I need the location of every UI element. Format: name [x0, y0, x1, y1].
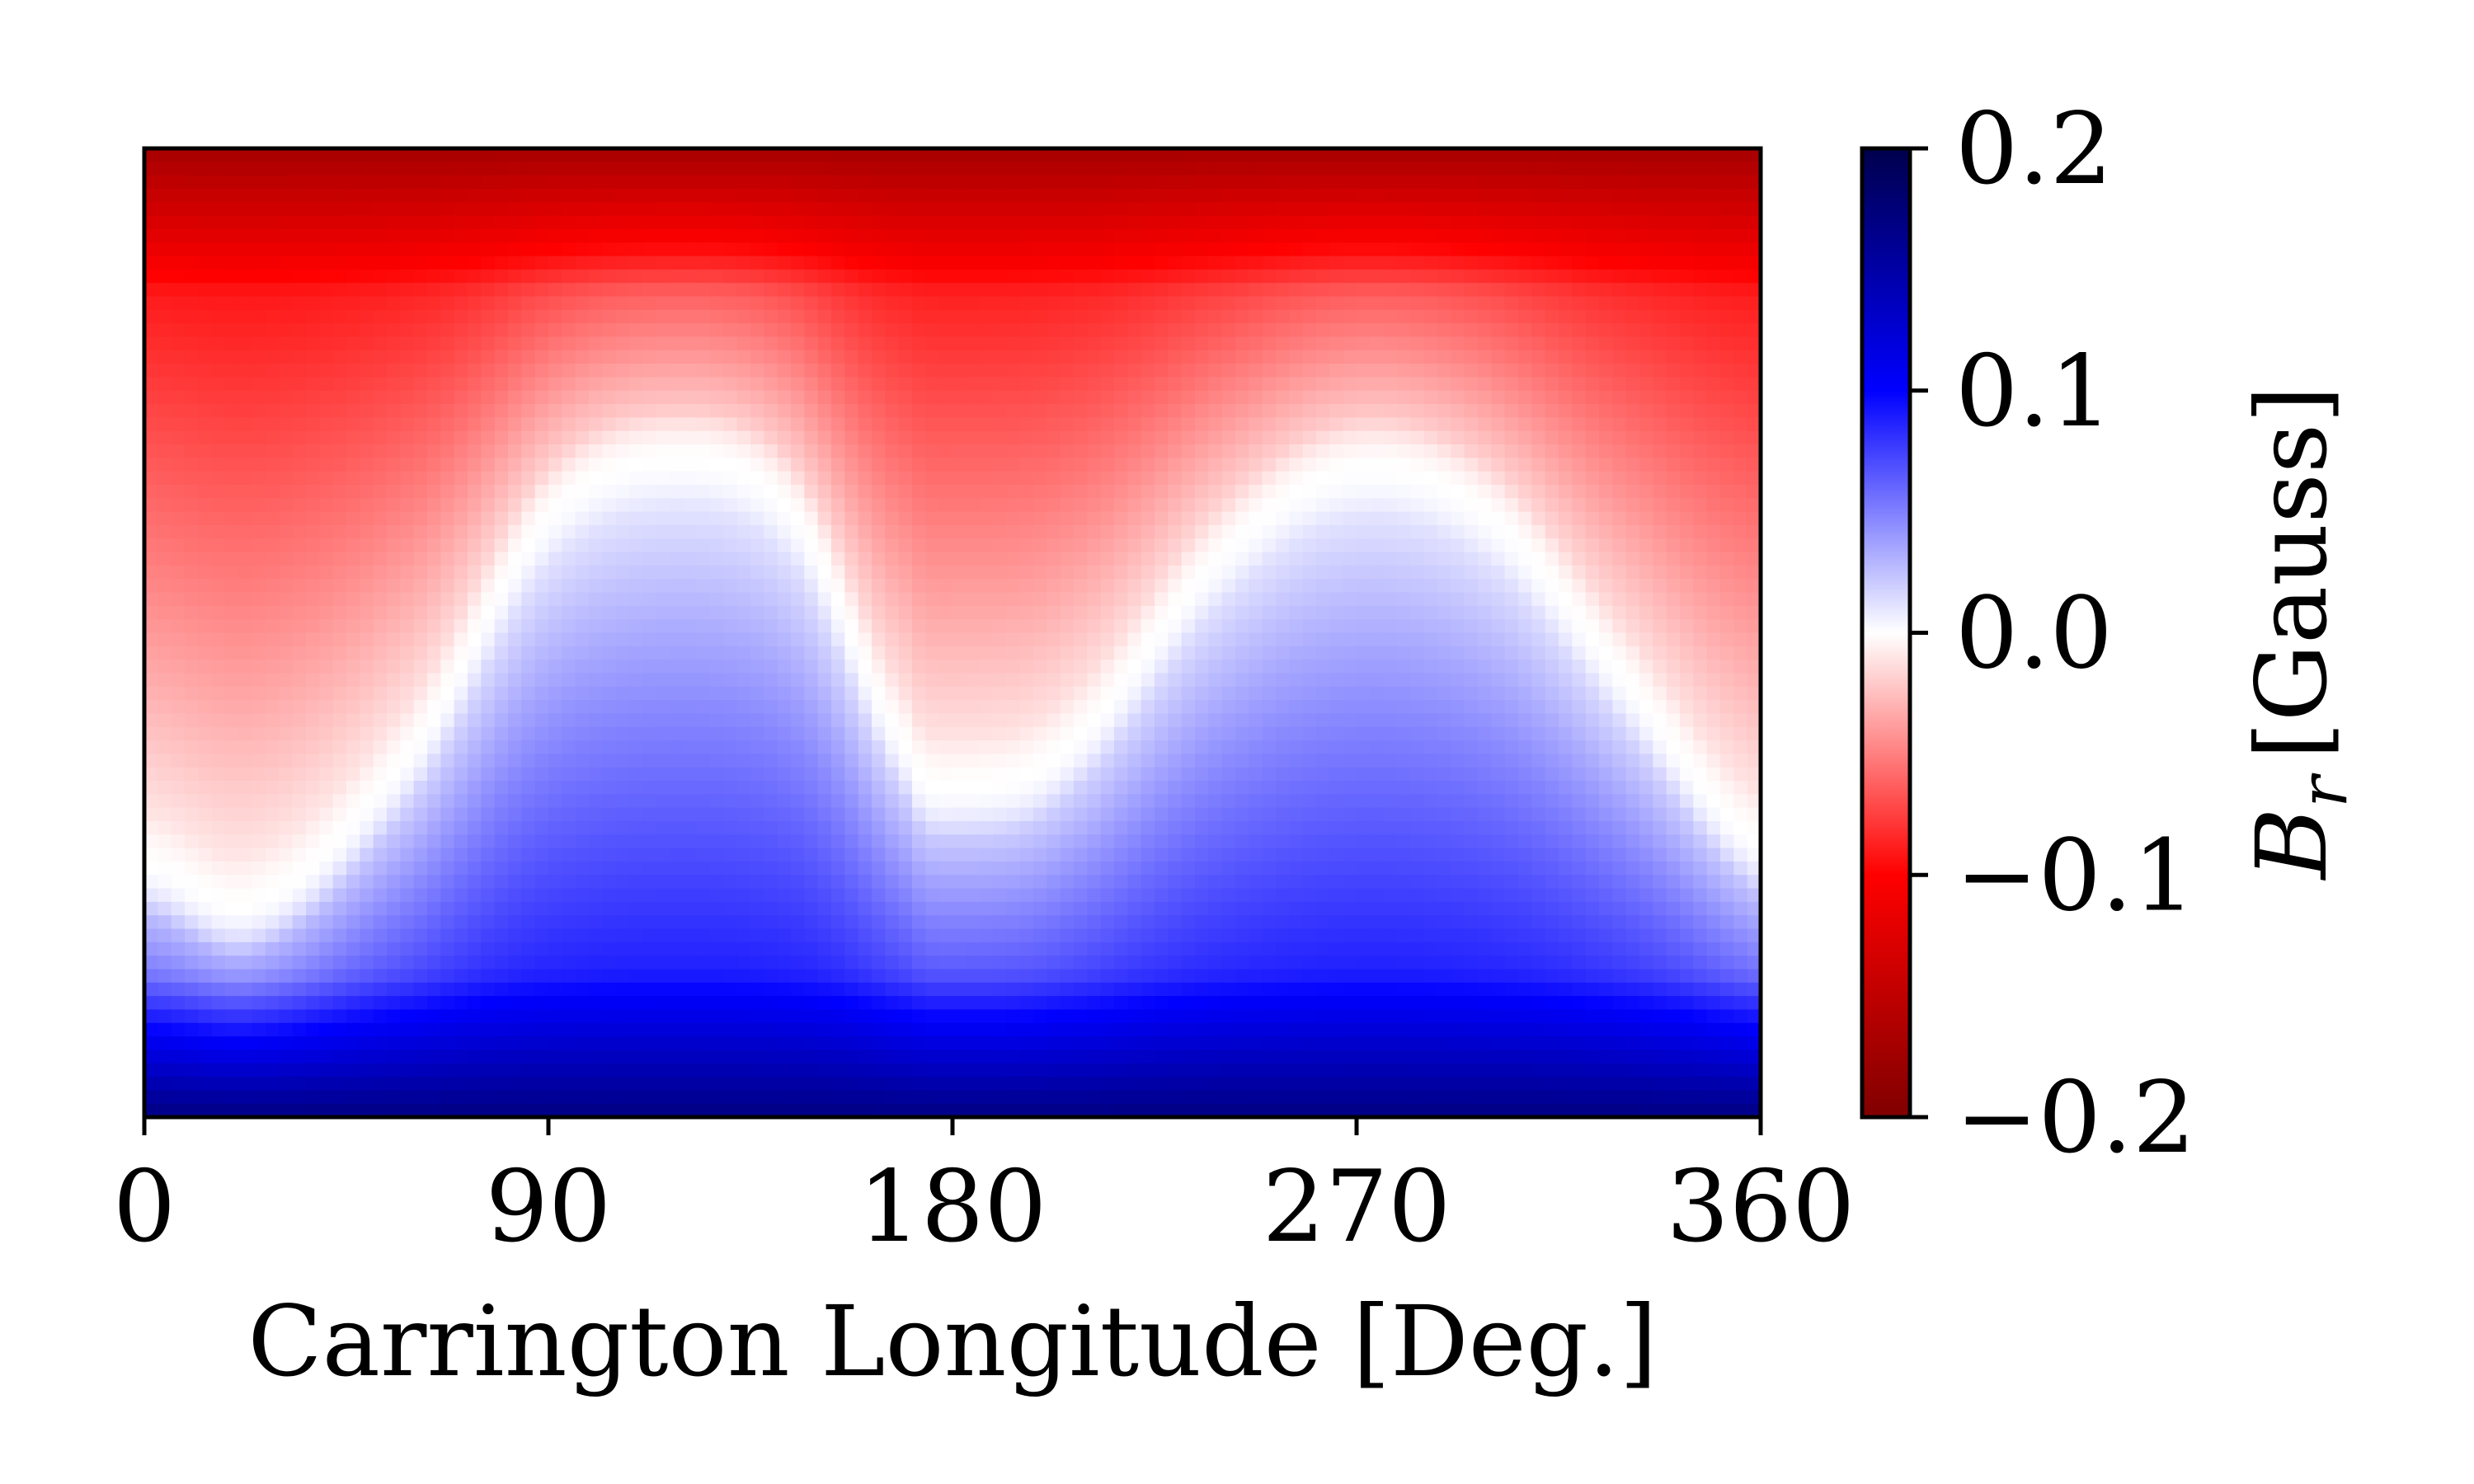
x-axis-ticks: 0 90 180 270 360: [113, 1117, 1856, 1265]
colorbar-ticks: 0.2 0.1 0.0 −0.1 −0.2: [1910, 92, 2195, 1176]
colorbar-tick-label: 0.2: [1955, 92, 2113, 207]
colorbar-label: Br [Gauss]: [2235, 386, 2362, 881]
colorbar-label-subscript: r: [2285, 773, 2362, 808]
x-tick-label: 360: [1666, 1150, 1855, 1265]
x-tick-label: 270: [1262, 1150, 1451, 1265]
heatmap-field: [144, 148, 1761, 1117]
colorbar: [1862, 148, 1910, 1117]
colorbar-tick-label: 0.0: [1955, 577, 2113, 692]
colorbar-tick-label: −0.1: [1955, 819, 2195, 933]
x-tick-label: 180: [858, 1150, 1047, 1265]
colorbar-label-unit: [Gauss]: [2235, 386, 2349, 760]
colorbar-tick-label: 0.1: [1955, 335, 2113, 449]
x-tick-label: 90: [486, 1150, 612, 1265]
x-tick-label: 0: [113, 1150, 176, 1265]
colorbar-tick-label: −0.2: [1955, 1061, 2195, 1176]
colorbar-label-symbol: B: [2235, 808, 2349, 881]
x-axis-title: Carrington Longitude [Deg.]: [247, 1284, 1657, 1398]
